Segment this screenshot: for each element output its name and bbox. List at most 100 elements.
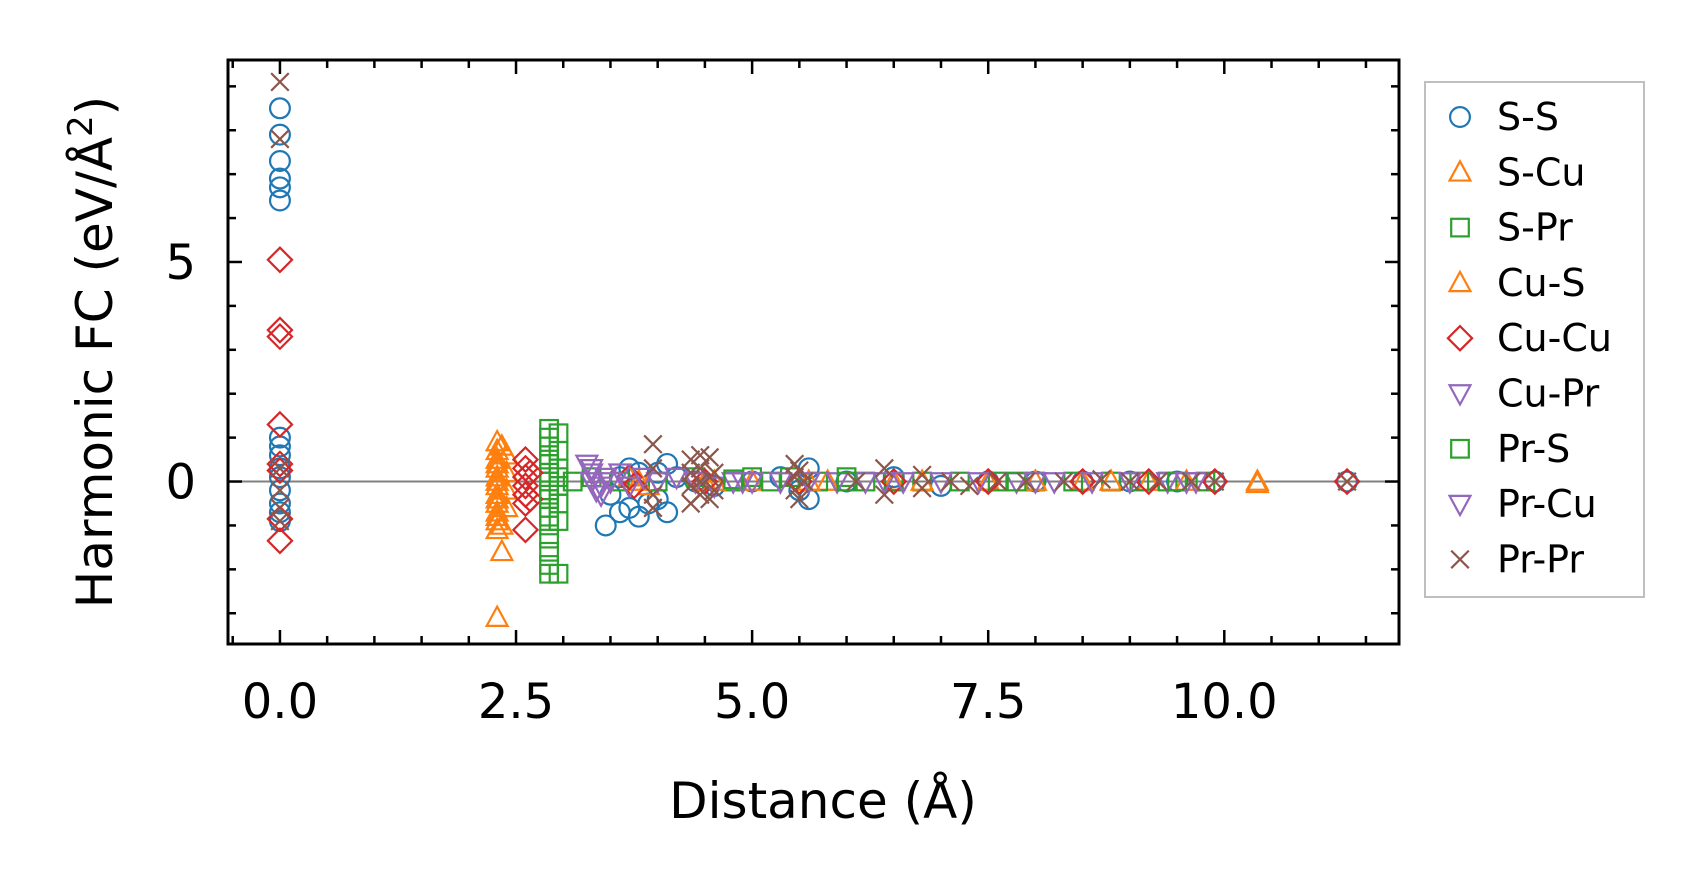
point-pr-pr	[912, 478, 932, 498]
point-pr-pr	[1337, 471, 1357, 492]
point-s-pr	[539, 541, 559, 562]
point-s-s	[268, 176, 291, 199]
point-s-s	[268, 492, 291, 515]
point-cu-cu	[880, 467, 908, 496]
point-cu-cu	[511, 516, 540, 544]
point-pr-pr	[270, 72, 290, 92]
x-tick-label: 5.0	[714, 674, 790, 730]
point-s-cu	[739, 468, 765, 491]
point-pr-pr	[270, 129, 290, 149]
point-cu-pr	[890, 472, 916, 495]
point-s-cu	[484, 507, 510, 531]
x-tick-label: 2.5	[478, 674, 554, 730]
point-cu-pr	[588, 485, 614, 509]
legend-marker-s-cu	[1447, 158, 1473, 182]
point-cu-cu	[1135, 467, 1163, 496]
point-cu-pr	[1117, 472, 1143, 495]
point-s-s	[1336, 470, 1359, 493]
point-pr-cu	[588, 476, 614, 500]
point-cu-s	[489, 512, 515, 535]
point-cu-cu	[1068, 467, 1097, 496]
legend-marker-cu-pr	[1447, 384, 1473, 407]
point-s-s	[268, 426, 291, 449]
point-cu-s	[1245, 468, 1270, 491]
legend-marker-cu-cu	[1446, 324, 1474, 352]
point-pr-pr	[1091, 469, 1112, 489]
point-s-s	[268, 189, 291, 212]
point-s-s	[268, 149, 291, 172]
y-tick-label: 5	[165, 235, 196, 291]
point-cu-cu	[516, 459, 544, 487]
legend-label-cu-cu: Cu-Cu	[1497, 316, 1612, 360]
legend-marker-pr-pr	[1450, 549, 1470, 569]
point-pr-pr	[988, 471, 1008, 492]
legend-label-cu-s: Cu-S	[1497, 261, 1585, 305]
point-cu-cu	[266, 246, 294, 274]
legend-label-pr-pr: Pr-Pr	[1497, 537, 1584, 581]
point-s-s	[268, 97, 291, 120]
legend-marker-cu-s	[1447, 269, 1473, 293]
point-pr-pr	[643, 458, 663, 478]
point-s-s	[268, 444, 291, 467]
point-pr-pr	[789, 460, 809, 481]
point-pr-pr	[846, 471, 866, 492]
legend-marker-pr-cu	[1447, 494, 1473, 518]
point-cu-cu	[266, 456, 294, 485]
point-cu-pr	[607, 463, 633, 487]
point-s-s	[594, 514, 617, 537]
point-cu-pr	[853, 472, 878, 495]
point-pr-cu	[1023, 472, 1048, 495]
point-pr-pr	[270, 458, 290, 478]
point-cu-s	[489, 433, 515, 456]
point-pr-pr	[1205, 471, 1225, 492]
point-cu-cu	[266, 316, 294, 344]
point-cu-pr	[617, 476, 642, 500]
data-markers	[266, 72, 1361, 628]
tick-labels: 0.0 2.5 5.0 7.5 10.0 0 5	[165, 235, 1277, 730]
point-pr-pr	[704, 463, 724, 483]
series-pr-pr	[270, 72, 1357, 531]
point-cu-cu	[974, 467, 1002, 496]
point-cu-s	[626, 468, 652, 491]
x-tick-label: 0.0	[242, 674, 318, 730]
point-pr-pr	[940, 471, 961, 492]
point-s-pr	[987, 471, 1008, 492]
x-tick-label: 10.0	[1171, 674, 1278, 730]
series-pr-cu	[579, 459, 1199, 500]
point-cu-cu	[266, 527, 294, 555]
point-pr-pr	[1120, 471, 1140, 492]
point-pr-s	[548, 467, 569, 488]
point-pr-cu	[579, 459, 604, 482]
point-s-s	[268, 123, 291, 146]
point-pr-pr	[794, 471, 814, 492]
point-cu-s	[1023, 468, 1048, 491]
legend-marker-pr-s	[1450, 438, 1470, 459]
legend-label-s-pr: S-Pr	[1497, 206, 1573, 250]
point-s-pr	[548, 511, 569, 531]
point-cu-pr	[1042, 472, 1067, 495]
point-cu-s	[1098, 468, 1124, 491]
legend-marker-s-s	[1448, 105, 1471, 128]
point-pr-s	[723, 469, 744, 490]
legend: S-S S-Cu S-Pr Cu-S Cu-Cu Cu-Pr Pr-S Pr-Cu Pr-Pr	[1424, 81, 1645, 598]
point-s-s	[268, 479, 291, 502]
point-pr-pr	[959, 476, 979, 496]
point-s-pr	[562, 471, 583, 492]
legend-label-s-s: S-S	[1497, 95, 1559, 139]
legend-label-pr-s: Pr-S	[1497, 427, 1570, 471]
axis-ticks	[228, 60, 1399, 644]
point-s-pr	[548, 563, 569, 584]
point-cu-cu	[266, 322, 294, 351]
point-s-cu	[484, 604, 510, 628]
point-s-cu	[484, 516, 510, 540]
point-pr-pr	[874, 458, 894, 478]
point-cu-pr	[583, 480, 609, 504]
y-axis-label: Harmonic FC (eV/Å2)	[61, 96, 124, 608]
point-pr-cu	[872, 472, 897, 495]
point-pr-pr	[874, 485, 894, 505]
plot-frame	[226, 58, 1401, 646]
point-pr-pr	[643, 434, 663, 454]
point-pr-cu	[730, 472, 755, 495]
